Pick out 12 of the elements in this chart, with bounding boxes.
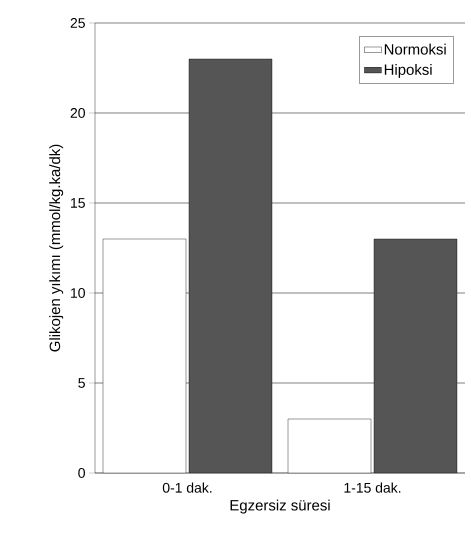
y-tick-label: 15 (71, 198, 85, 208)
x-tick-label: 1-15 dak. (344, 482, 400, 493)
legend-label: Normoksi (384, 44, 446, 55)
y-tick-label: 0 (78, 468, 85, 478)
y-tick-label: 5 (78, 378, 85, 388)
y-axis-title: Glikojen yıkımı (mmol/kg.ka/dk) (49, 144, 64, 352)
x-axis-title: Egzersiz süresi (230, 500, 330, 514)
y-tick-label: 10 (71, 288, 85, 298)
y-tick-label: 25 (70, 18, 85, 28)
legend-label: Hipoksi (384, 64, 432, 78)
x-tick-label: 0-1 dak. (162, 482, 212, 493)
y-tick-label: 20 (70, 108, 85, 118)
